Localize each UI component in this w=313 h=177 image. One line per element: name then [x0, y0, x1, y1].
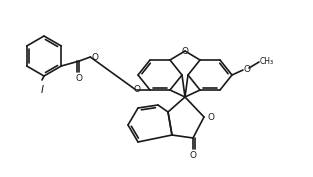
Text: O: O [76, 74, 83, 83]
Text: O: O [207, 113, 214, 121]
Text: O: O [134, 85, 141, 95]
Text: O: O [244, 65, 251, 75]
Text: O: O [182, 47, 188, 56]
Text: O: O [91, 53, 98, 61]
Text: CH₃: CH₃ [260, 58, 274, 67]
Text: O: O [189, 151, 197, 160]
Text: I: I [40, 85, 44, 95]
